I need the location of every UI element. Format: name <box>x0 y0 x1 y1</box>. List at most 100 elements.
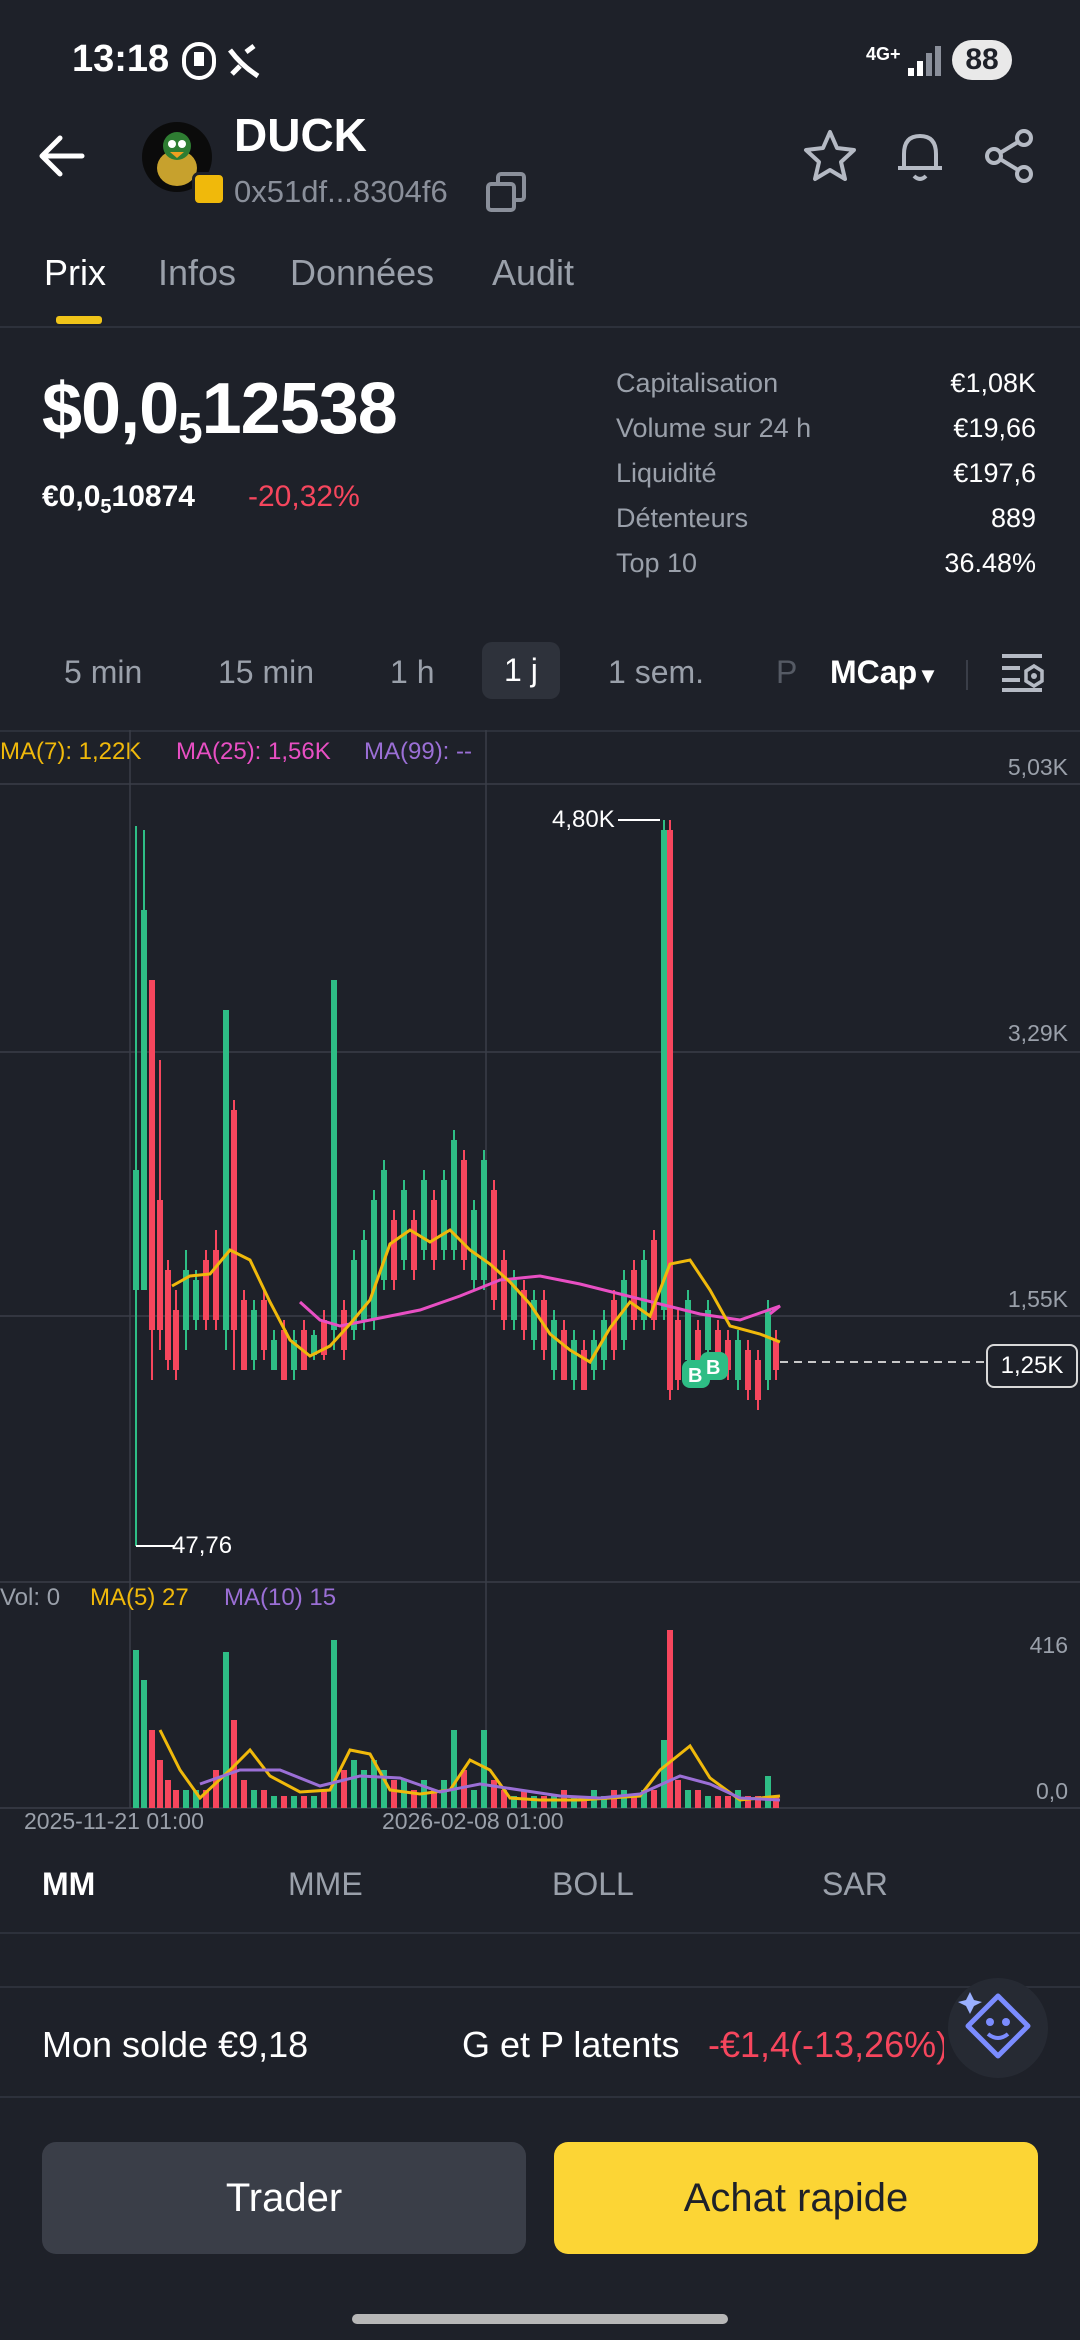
volume-bar <box>311 1796 317 1808</box>
volume-bar <box>149 1730 155 1808</box>
chart-mode-select[interactable]: MCap▼ <box>830 654 939 690</box>
stat-value-top10: 36.48% <box>944 548 1036 578</box>
candle-body <box>481 1160 487 1280</box>
candle-body <box>223 1010 229 1330</box>
share-icon[interactable] <box>982 128 1038 184</box>
candle-body <box>421 1180 427 1250</box>
candle-body <box>511 1280 517 1320</box>
tab-price[interactable]: Prix <box>44 252 106 293</box>
candle-body <box>381 1170 387 1280</box>
stat-label-top10: Top 10 <box>616 548 698 578</box>
volume-bar <box>251 1790 257 1808</box>
bell-icon[interactable] <box>892 128 948 184</box>
volume-bar <box>157 1760 163 1808</box>
candle-body <box>715 1330 721 1360</box>
price-chart[interactable]: B B <box>0 730 1080 1810</box>
vol-ma5-line <box>158 1729 781 1802</box>
candle-body <box>241 1300 247 1370</box>
low-label: 47,76 <box>172 1532 233 1559</box>
candle-body <box>321 1320 327 1355</box>
interval-15min[interactable]: 15 min <box>218 654 315 690</box>
star-icon[interactable] <box>802 128 858 184</box>
volume-bar <box>551 1796 557 1808</box>
indicator-boll[interactable]: BOLL <box>552 1866 634 1902</box>
volume-bar <box>491 1780 497 1808</box>
volume-bar <box>401 1780 407 1808</box>
assistant-button[interactable] <box>948 1978 1048 2078</box>
interval-1h[interactable]: 1 h <box>390 654 435 690</box>
last-price-tag: 1,25K <box>986 1344 1078 1388</box>
interval-1d[interactable]: 1 j <box>482 642 560 699</box>
balance-top-divider <box>0 1986 1080 1988</box>
candle-body <box>667 830 673 1390</box>
pnl-label: G et P latents <box>462 2024 680 2065</box>
candle-body <box>141 910 147 1290</box>
candle-body <box>705 1310 711 1350</box>
tab-info[interactable]: Infos <box>158 252 237 293</box>
candle-body <box>371 1200 377 1320</box>
volume-bar <box>331 1640 337 1808</box>
volume-bar <box>501 1790 507 1808</box>
candle-body <box>661 830 667 1310</box>
indicator-ema[interactable]: MME <box>288 1866 363 1902</box>
volume-bar <box>773 1796 779 1808</box>
candle-body <box>451 1140 457 1250</box>
network-type: 4G+ <box>866 44 901 64</box>
status-time: 13:18 <box>72 38 170 80</box>
volume-bar <box>541 1796 547 1808</box>
volume-bar <box>133 1650 139 1808</box>
volume-bar <box>685 1790 691 1808</box>
tab-audit[interactable]: Audit <box>492 252 575 293</box>
high-label: 4,80K <box>552 806 615 833</box>
token-address: 0x51df...8304f6 <box>234 174 448 209</box>
candle-body <box>411 1220 417 1270</box>
candle-body <box>695 1330 701 1360</box>
volume-bar <box>291 1796 297 1808</box>
candle-body <box>165 1270 171 1360</box>
candle-body <box>531 1300 537 1340</box>
chart-settings-icon[interactable] <box>998 650 1046 694</box>
volume-bar <box>651 1790 657 1808</box>
candle-body <box>651 1240 657 1320</box>
assistant-bot-icon <box>958 1992 1031 2059</box>
volume-bar <box>391 1780 397 1808</box>
candle-body <box>491 1190 497 1300</box>
interval-more[interactable]: P <box>776 654 798 690</box>
volume-bar <box>165 1780 171 1808</box>
tab-data[interactable]: Données <box>290 252 435 293</box>
trade-button[interactable]: Trader <box>42 2142 526 2254</box>
volume-bar <box>281 1796 287 1808</box>
volume-bar <box>141 1680 147 1808</box>
candle-body <box>471 1210 477 1280</box>
back-arrow-icon[interactable] <box>36 130 88 182</box>
volume-bar <box>481 1730 487 1808</box>
vol-legend-ma5: MA(5) 27 <box>90 1584 189 1611</box>
stat-label-holders: Détenteurs <box>616 503 749 533</box>
candle-body <box>251 1310 257 1360</box>
candle-body <box>521 1290 527 1330</box>
quick-buy-button[interactable]: Achat rapide <box>554 2142 1038 2254</box>
stat-value-holders: 889 <box>990 503 1036 533</box>
candle-body <box>149 980 155 1330</box>
stat-label-liquidity: Liquidité <box>616 458 717 488</box>
home-indicator[interactable] <box>352 2314 728 2324</box>
interval-1w[interactable]: 1 sem. <box>608 654 705 690</box>
volume-bar <box>451 1730 457 1808</box>
duck-logo-icon <box>157 132 197 186</box>
grid-lines <box>0 730 1080 1809</box>
copy-icon[interactable] <box>486 172 526 212</box>
candle-body <box>685 1300 691 1360</box>
candle-body <box>675 1320 681 1380</box>
vol-y-label-bottom: 0,0 <box>1036 1778 1068 1804</box>
volume-bar <box>431 1790 437 1808</box>
candle-body <box>431 1200 437 1260</box>
chart-top-divider <box>0 730 1080 732</box>
legend-ma99: MA(99): -- <box>364 738 472 765</box>
candle-body <box>641 1260 647 1320</box>
indicator-ma[interactable]: MM <box>42 1866 96 1902</box>
interval-5min[interactable]: 5 min <box>64 654 143 690</box>
candle-body <box>765 1310 771 1380</box>
indicator-sar[interactable]: SAR <box>822 1866 888 1902</box>
price-change: -20,32% <box>248 480 360 513</box>
volume-bar <box>301 1796 307 1808</box>
